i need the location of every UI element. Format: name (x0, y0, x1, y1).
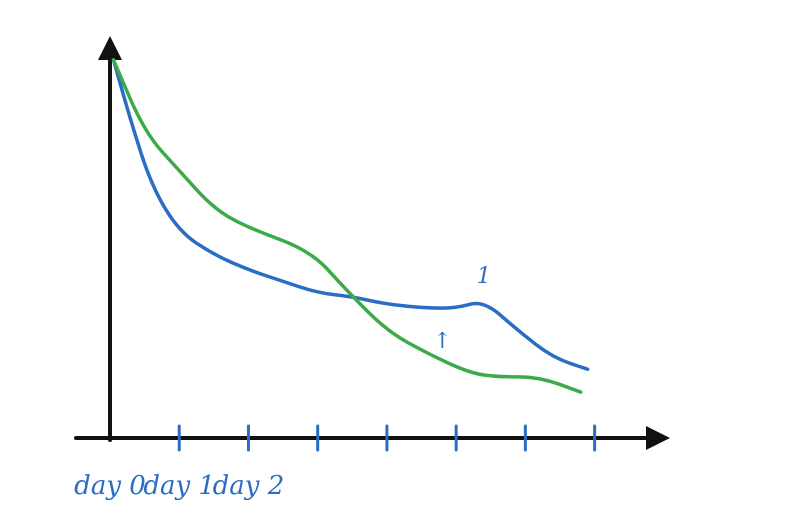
annotation: 1 (477, 264, 491, 289)
series-line-0 (111, 58, 590, 371)
axes (74, 36, 670, 450)
series-lines (111, 58, 590, 394)
x-ticks (177, 424, 597, 452)
x-axis-arrow (646, 426, 670, 450)
annotations: 1↑ (433, 264, 491, 354)
annotation: ↑ (433, 329, 451, 354)
tick-label: day 2 (213, 471, 285, 501)
series-line-1 (111, 58, 583, 394)
y-axis-arrow (98, 36, 122, 60)
tick-label: day 1 (143, 471, 215, 501)
tick-label: day 0 (74, 471, 146, 501)
